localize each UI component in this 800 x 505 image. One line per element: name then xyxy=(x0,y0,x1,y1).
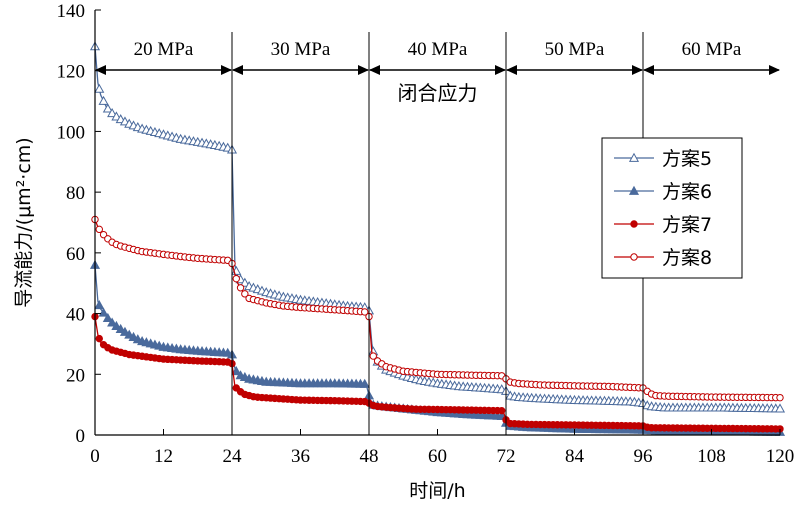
x-tick-label: 48 xyxy=(360,446,379,467)
legend-entry: 方案5 xyxy=(662,148,712,170)
stage-arrow-head-right xyxy=(358,65,369,75)
series-3 xyxy=(91,312,784,433)
legend-marker xyxy=(630,253,638,261)
y-tick-label: 120 xyxy=(57,62,86,83)
x-tick-label: 108 xyxy=(697,446,726,467)
y-tick-label: 40 xyxy=(66,305,85,326)
data-point xyxy=(99,230,108,239)
stage-arrow-head-right xyxy=(221,65,232,75)
data-point xyxy=(776,393,784,402)
x-tick-label: 36 xyxy=(291,446,310,467)
data-point xyxy=(107,317,118,327)
x-tick-label: 0 xyxy=(90,446,100,467)
legend: 方案5 方案6 方案7 方案8 xyxy=(601,137,743,279)
stage-label: 30 MPa xyxy=(271,39,331,60)
stage-arrow-head-left xyxy=(369,65,380,75)
data-point xyxy=(236,284,245,292)
data-point xyxy=(239,277,250,287)
x-tick-label: 96 xyxy=(634,446,653,467)
x-tick-label: 12 xyxy=(154,446,173,467)
series-1 xyxy=(89,41,786,413)
y-tick-label: 140 xyxy=(57,1,86,22)
x-tick-label: 84 xyxy=(565,446,585,467)
data-point xyxy=(231,366,242,376)
stage-arrow-head-left xyxy=(506,65,517,75)
y-tick-label: 80 xyxy=(66,183,85,204)
data-point xyxy=(94,299,105,310)
x-tick-label: 60 xyxy=(428,446,447,467)
legend-entry: 方案8 xyxy=(662,247,712,269)
stage-arrow-head-left xyxy=(95,65,106,75)
data-point xyxy=(111,320,122,330)
data-point xyxy=(115,323,126,333)
legend-entry: 方案7 xyxy=(662,214,712,236)
data-point xyxy=(95,225,103,234)
y-tick-label: 60 xyxy=(66,244,85,265)
data-point xyxy=(774,403,786,413)
data-point xyxy=(98,95,109,105)
legend-box xyxy=(601,137,743,279)
x-tick-label: 120 xyxy=(766,446,795,467)
data-point xyxy=(498,406,506,415)
x-tick-label: 24 xyxy=(223,446,243,467)
data-point xyxy=(119,326,131,336)
legend-marker xyxy=(628,185,640,195)
stage-arrow-head-right xyxy=(632,65,643,75)
stage-arrow-head-right xyxy=(769,65,780,75)
y-tick-label: 0 xyxy=(76,426,86,447)
data-point xyxy=(98,307,109,317)
x-axis-title: 时间/h xyxy=(409,480,465,502)
data-point xyxy=(107,107,118,118)
data-point xyxy=(95,334,103,343)
data-point xyxy=(102,312,113,322)
data-point xyxy=(94,83,105,93)
legend-marker xyxy=(628,152,640,162)
legend-marker xyxy=(630,220,638,228)
stage-arrow-head-right xyxy=(495,65,506,75)
data-point xyxy=(369,352,377,360)
legend-entry: 方案6 xyxy=(662,181,712,203)
y-tick-label: 20 xyxy=(66,365,85,386)
stage-label: 40 MPa xyxy=(408,39,468,60)
closure-stress-annotation: 闭合应力 xyxy=(398,81,478,105)
data-point xyxy=(361,308,369,316)
data-point xyxy=(359,378,370,388)
y-tick-label: 100 xyxy=(57,122,86,143)
data-point xyxy=(241,290,249,298)
series-4 xyxy=(91,215,784,402)
x-tick-label: 72 xyxy=(497,446,516,467)
stage-label: 50 MPa xyxy=(545,39,605,60)
stage-arrow-head-left xyxy=(232,65,243,75)
y-axis-title: 导流能力/(μm²·cm) xyxy=(13,137,35,307)
stage-label: 60 MPa xyxy=(682,39,742,60)
data-point xyxy=(102,103,113,113)
stage-label: 20 MPa xyxy=(134,39,194,60)
data-point xyxy=(232,274,240,283)
stage-arrow-head-left xyxy=(643,65,654,75)
